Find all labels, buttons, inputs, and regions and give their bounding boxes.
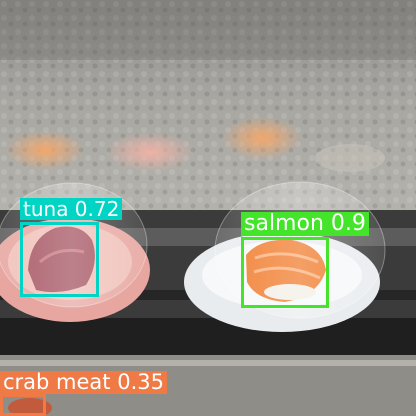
salmon-detection-box: [241, 237, 329, 308]
tuna-detection-box: [20, 222, 99, 297]
salmon-detection-label: salmon 0.9: [241, 212, 369, 236]
crab-meat-detection-box: [0, 394, 46, 416]
tuna-detection-label: tuna 0.72: [20, 198, 123, 220]
crab-meat-detection-label: crab meat 0.35: [0, 371, 167, 394]
